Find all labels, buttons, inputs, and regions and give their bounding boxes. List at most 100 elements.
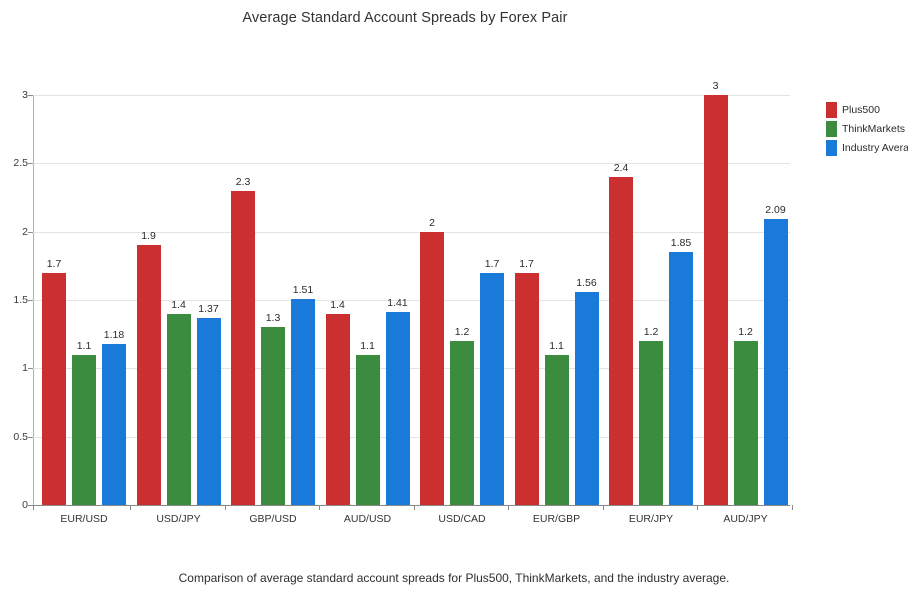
- bar[interactable]: 1.37: [196, 303, 221, 505]
- y-axis-tick-mark: [28, 95, 33, 96]
- bar[interactable]: 1.7: [42, 258, 66, 505]
- y-axis-tick-label: 0.5: [13, 430, 28, 443]
- bar-group: 2.3 1.3 1.51 GBP/USD: [231, 95, 315, 525]
- bar-value-label: 2.09: [765, 204, 786, 217]
- bar[interactable]: 1.1: [544, 340, 569, 505]
- y-axis-tick-mark: [28, 163, 33, 165]
- x-axis-category-label: USD/CAD: [438, 513, 486, 525]
- bar-value-label: 1.18: [103, 328, 125, 341]
- gridline: [33, 368, 790, 370]
- gridline: [33, 163, 790, 165]
- bar-value-label: 1.2: [454, 326, 470, 338]
- bar-value-label: 1.41: [387, 297, 408, 310]
- y-axis-tick-mark: [28, 231, 33, 233]
- x-axis-tick-mark: [508, 505, 509, 510]
- x-axis-line: [33, 505, 790, 506]
- y-axis-tick-mark: [28, 300, 33, 301]
- bar[interactable]: 1.2: [450, 326, 474, 505]
- y-axis: 0 0.5 1 1.5 2 2.5 3: [0, 0, 28, 594]
- bar[interactable]: 1.4: [166, 299, 191, 505]
- bar-value-label: 1.7: [46, 257, 62, 270]
- bar-value-label: 1.2: [738, 326, 753, 338]
- bar[interactable]: 1.7: [480, 258, 504, 505]
- bar[interactable]: 1.2: [733, 326, 758, 505]
- x-axis-category-label: EUR/USD: [60, 513, 108, 525]
- bar[interactable]: 2: [420, 217, 444, 505]
- bar-group: 1.7 1.1 1.18 EUR/USD: [42, 95, 126, 525]
- bar-group: 1.4 1.1 1.41 AUD/USD: [325, 95, 410, 525]
- bar-group: 1.9 1.4 1.37 USD/JPY: [136, 95, 221, 525]
- bar[interactable]: 1.4: [325, 299, 350, 505]
- bar[interactable]: 1.56: [574, 277, 599, 505]
- x-axis-tick-mark: [224, 505, 226, 510]
- bar[interactable]: 1.3: [261, 312, 285, 505]
- bar-value-label: 1.51: [292, 283, 314, 296]
- y-axis-tick-label: 2: [22, 225, 28, 238]
- bar-value-label: 1.56: [576, 276, 597, 289]
- bar-value-label: 2.3: [235, 175, 251, 188]
- legend-item[interactable]: Industry Averag: [826, 138, 908, 157]
- x-axis-tick-mark: [791, 505, 793, 510]
- bar-value-label: 2: [429, 216, 435, 229]
- bar[interactable]: 3: [703, 80, 728, 505]
- bar-value-label: 1.3: [265, 312, 281, 325]
- bar-group: 2 1.2 1.7 USD/CAD: [420, 95, 504, 525]
- legend-item-label: Plus500: [842, 103, 880, 116]
- legend-item-label: ThinkMarkets: [842, 122, 906, 135]
- bar[interactable]: 1.51: [291, 284, 315, 505]
- legend-item-label: Industry Averag: [842, 141, 908, 154]
- legend-swatch-icon: [826, 139, 837, 156]
- bar[interactable]: 2.4: [609, 162, 633, 505]
- y-axis-tick-label: 1: [22, 362, 28, 375]
- legend-swatch-icon: [826, 101, 837, 118]
- bar-group: 3 1.2 2.09 AUD/JPY: [703, 80, 788, 525]
- x-axis-tick-mark: [413, 505, 415, 510]
- bar[interactable]: 1.7: [514, 258, 539, 505]
- legend-item[interactable]: Plus500: [826, 100, 908, 119]
- chart-legend: Plus500 ThinkMarkets Industry Averag: [826, 100, 908, 157]
- x-axis-category-label: EUR/JPY: [628, 513, 674, 525]
- legend-item[interactable]: ThinkMarkets: [826, 119, 908, 138]
- x-axis-tick-mark: [319, 505, 320, 510]
- bar-value-label: 1.9: [141, 230, 156, 243]
- y-axis-tick-mark: [28, 436, 33, 438]
- bar-value-label: 1.37: [198, 302, 219, 315]
- bar[interactable]: 2.3: [231, 176, 255, 505]
- y-axis-tick-label: 0: [22, 499, 28, 511]
- bar[interactable]: 2.09: [763, 204, 788, 505]
- gridline: [33, 300, 790, 301]
- x-axis-tick-mark: [33, 505, 34, 510]
- bar-value-label: 1.1: [549, 339, 564, 352]
- y-axis-tick-mark: [28, 505, 33, 506]
- bar[interactable]: 1.85: [669, 237, 693, 505]
- bar[interactable]: 1.9: [136, 230, 161, 505]
- y-axis-tick-label: 3: [22, 89, 28, 101]
- x-axis-tick-mark: [602, 505, 604, 510]
- bar[interactable]: 1.2: [639, 326, 663, 505]
- y-axis-tick-mark: [28, 368, 33, 370]
- legend-swatch-icon: [826, 120, 837, 137]
- chart-title: Average Standard Account Spreads by Fore…: [242, 10, 568, 26]
- gridline: [33, 231, 790, 233]
- bar-value-label: 1.2: [643, 326, 659, 338]
- bar-group: 1.7 1.1 1.56 EUR/GBP: [514, 95, 599, 525]
- x-axis-tick-mark: [130, 505, 131, 510]
- x-axis-category-label: EUR/GBP: [532, 513, 581, 525]
- bar-value-label: 1.4: [330, 298, 345, 311]
- bar-value-label: 1.1: [360, 339, 375, 352]
- bar[interactable]: 1.18: [102, 329, 126, 505]
- x-axis-category-label: AUD/JPY: [723, 513, 768, 525]
- bar-value-label: 1.1: [76, 339, 92, 352]
- bar-value-label: 1.85: [670, 237, 692, 250]
- bar-value-label: 1.7: [484, 257, 500, 270]
- bar[interactable]: 1.41: [385, 297, 410, 505]
- x-axis-category-label: GBP/USD: [249, 513, 297, 525]
- gridline: [33, 95, 790, 96]
- x-axis-category-label: AUD/USD: [343, 513, 392, 525]
- x-axis-tick-mark: [697, 505, 698, 510]
- bar[interactable]: 1.1: [355, 340, 380, 505]
- bar-value-label: 3: [712, 80, 719, 92]
- bar-group: 2.4 1.2 1.85 EUR/JPY: [609, 95, 693, 525]
- bar[interactable]: 1.1: [72, 340, 96, 505]
- bar-value-label: 1.4: [171, 298, 186, 311]
